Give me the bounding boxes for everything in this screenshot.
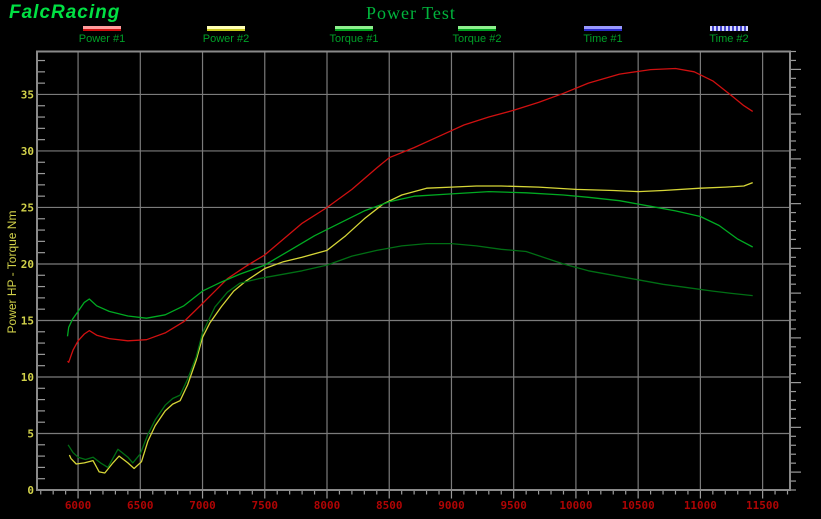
curve-power-1 — [67, 67, 754, 363]
x-tick-label: 9500 — [500, 499, 527, 512]
legend-label: Torque #2 — [452, 33, 502, 45]
plot-frame — [36, 50, 791, 491]
chart-legend: Power #1 Power #2 Torque #1 Torque #2 Time #… — [0, 26, 821, 50]
y-tick-label: 5 — [27, 427, 34, 440]
x-tick-label: 7500 — [252, 499, 279, 512]
x-tick-label: 11000 — [684, 499, 717, 512]
y-tick-label: 15 — [21, 314, 34, 327]
x-tick-label: 9000 — [438, 499, 465, 512]
legend-swatch-power-2 — [207, 26, 245, 31]
legend-item-torque-2: Torque #2 — [431, 26, 523, 45]
legend-item-torque-1: Torque #1 — [308, 26, 400, 45]
x-tick-label: 10500 — [622, 499, 655, 512]
legend-label: Power #2 — [202, 33, 250, 45]
y-tick-label: 10 — [21, 371, 34, 384]
x-tick-label: 8500 — [376, 499, 403, 512]
y-tick-label: 0 — [27, 484, 34, 497]
legend-label: Time #1 — [583, 33, 623, 45]
legend-item-time-1: Time #1 — [557, 26, 649, 45]
legend-swatch-torque-2 — [458, 26, 496, 31]
legend-swatch-torque-1 — [335, 26, 373, 31]
legend-label: Torque #1 — [329, 33, 379, 45]
x-tick-label: 10000 — [559, 499, 592, 512]
curve-torque-2 — [67, 242, 753, 469]
x-tick-label: 7000 — [189, 499, 216, 512]
legend-item-power-1: Power #1 — [56, 26, 148, 45]
y-tick-label: 20 — [21, 258, 34, 271]
curve-power-2 — [68, 181, 753, 474]
chart-title: Power Test — [366, 3, 456, 23]
x-tick-label: 8000 — [314, 499, 341, 512]
legend-label: Time #2 — [709, 33, 749, 45]
legend-item-time-2: Time #2 — [683, 26, 775, 45]
y-axis-title: Power HP - Torque Nm — [5, 211, 19, 334]
curve-torque-1 — [66, 190, 754, 337]
legend-label: Power #1 — [78, 33, 126, 45]
legend-swatch-power-1 — [83, 26, 121, 31]
legend-swatch-time-2 — [710, 26, 748, 31]
legend-swatch-time-1 — [584, 26, 622, 31]
legend-item-power-2: Power #2 — [180, 26, 272, 45]
y-tick-label: 25 — [21, 201, 34, 214]
app-logo: FalcRacing — [9, 2, 121, 23]
y-tick-label: 35 — [21, 88, 34, 101]
x-tick-label: 6500 — [127, 499, 154, 512]
x-tick-label: 11500 — [746, 499, 779, 512]
y-tick-label: 30 — [21, 145, 34, 158]
x-tick-label: 6000 — [65, 499, 92, 512]
